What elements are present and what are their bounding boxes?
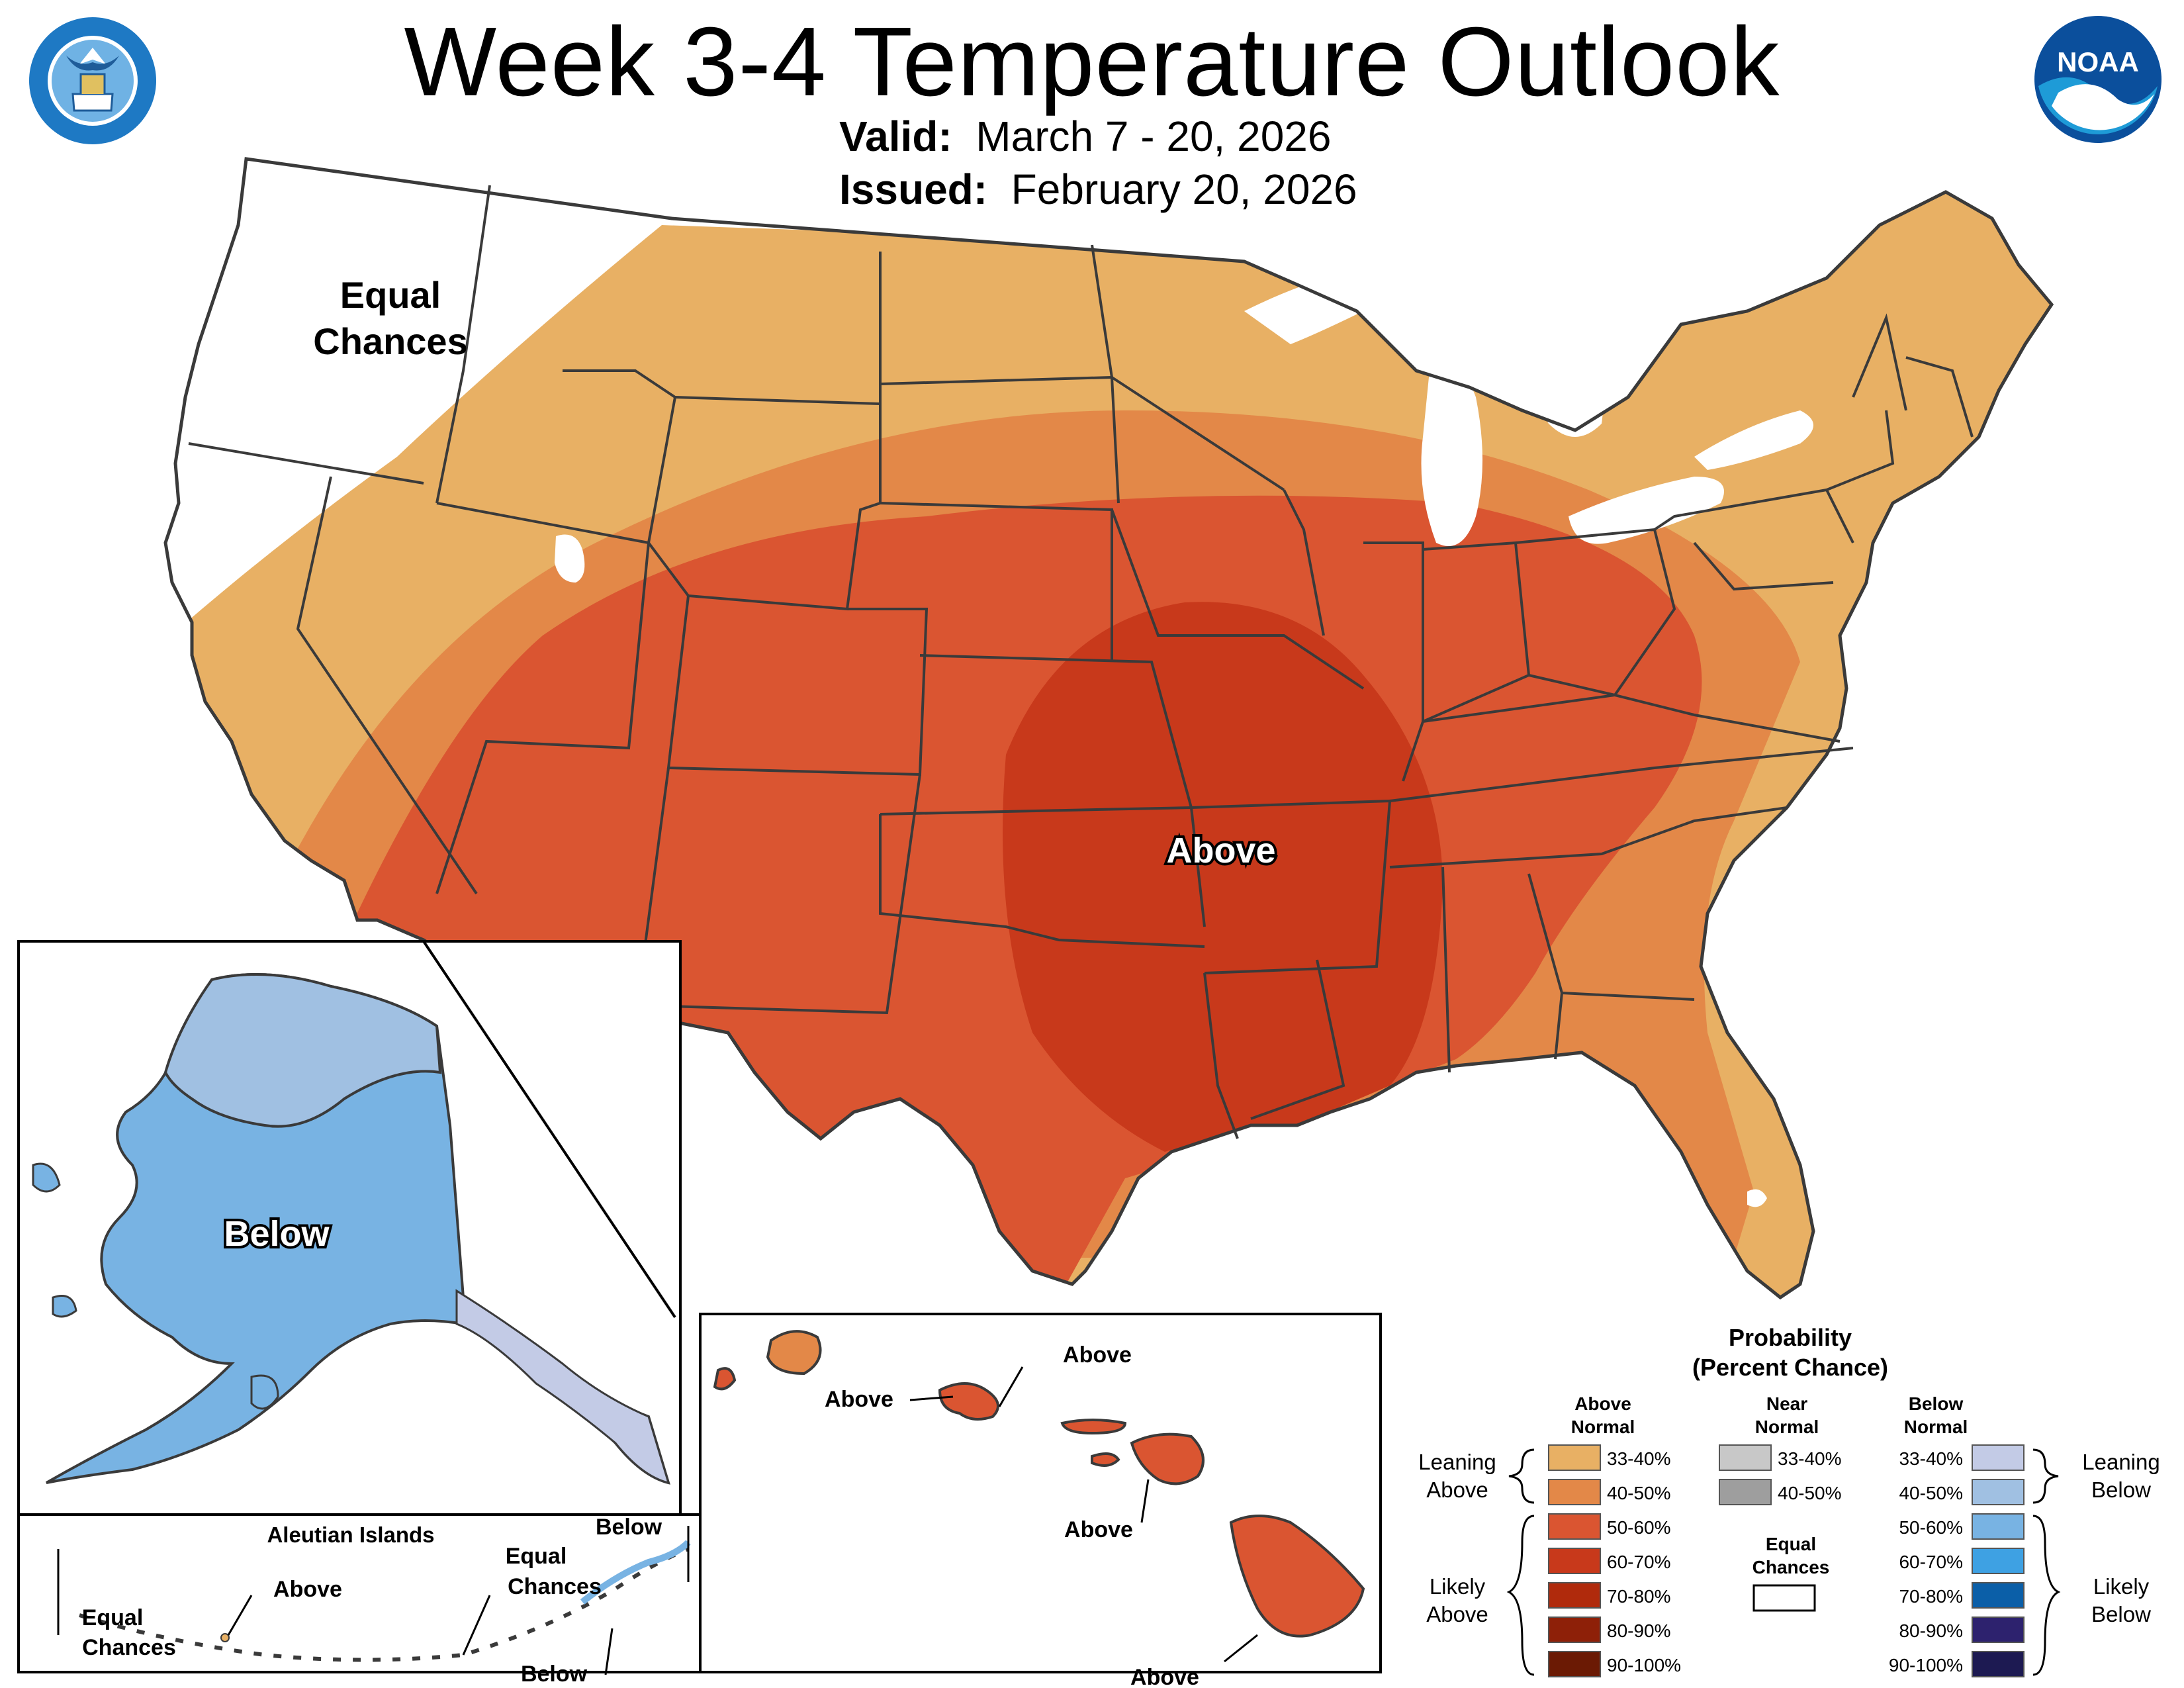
legend-leaning-above-line1: Leaning xyxy=(1418,1450,1496,1474)
legend-likely-above-line2: Above xyxy=(1426,1602,1488,1626)
legend-near-header-line1: Near xyxy=(1766,1393,1807,1414)
aleutian-equal-right-line1: Equal xyxy=(506,1544,567,1569)
noaa-logo-icon: NOAA xyxy=(2034,16,2161,143)
probability-legend: Probability (Percent Chance) Above Norma… xyxy=(1418,1324,2160,1677)
legend-above-range-label: 40-50% xyxy=(1607,1483,1671,1503)
legend-equal-swatch xyxy=(1752,1584,1816,1612)
legend-below-header-line2: Normal xyxy=(1904,1417,1968,1437)
valid-date: Valid: March 7 - 20, 2026 xyxy=(839,113,1331,160)
legend-below-swatch xyxy=(1972,1548,2025,1574)
legend-leaning-below-line2: Below xyxy=(2091,1477,2151,1502)
legend-below-swatch xyxy=(1972,1513,2025,1540)
aleutian-title: Aleutian Islands xyxy=(267,1523,434,1547)
legend-near-swatch xyxy=(1719,1479,1772,1505)
legend-likely-below-line2: Below xyxy=(2091,1602,2151,1626)
legend-below-range-label: 90-100% xyxy=(1889,1655,1963,1675)
aleutian-above-label: Above xyxy=(273,1577,342,1602)
aleutian-inset: Aleutian Islands Equal Chances Above Equ… xyxy=(17,1513,702,1687)
legend-near-swatch xyxy=(1719,1444,1772,1471)
legend-above-swatch xyxy=(1548,1444,1601,1471)
legend-equal-line2: Chances xyxy=(1752,1557,1830,1577)
legend-near-header-line2: Normal xyxy=(1755,1417,1819,1437)
legend-above-swatch xyxy=(1548,1617,1601,1643)
legend-below-range-label: 40-50% xyxy=(1899,1483,1963,1503)
alaska-inset: Below xyxy=(17,940,682,1516)
aleutian-equal-left-line1: Equal xyxy=(82,1605,144,1630)
alaska-below-label: Below xyxy=(224,1214,330,1254)
valid-value: March 7 - 20, 2026 xyxy=(976,113,1332,160)
legend-below-swatch xyxy=(1972,1582,2025,1609)
legend-near-bins: 33-40% 40-50% xyxy=(1719,1444,1842,1505)
legend-above-bins: 33-40% 40-50% 50-60% 60-70% 70-80% 80-90% 90-1… xyxy=(1548,1444,1681,1677)
legend-leaning-above-line2: Above xyxy=(1426,1477,1488,1502)
aleutian-below-bottom-label: Below xyxy=(521,1662,588,1687)
conus-outline xyxy=(163,157,2054,1300)
aleutian-equal-right-line2: Chances xyxy=(508,1574,602,1599)
issued-date: Issued: February 20, 2026 xyxy=(839,165,1357,213)
legend-title-line1: Probability xyxy=(1729,1324,1852,1351)
hawaii-above-label-2: Above xyxy=(1063,1342,1132,1368)
legend-above-header-line2: Normal xyxy=(1571,1417,1635,1437)
legend-leaning-below-line1: Leaning xyxy=(2082,1450,2160,1474)
page-title: Week 3-4 Temperature Outlook xyxy=(404,7,1780,117)
hawaii-above-label-3: Above xyxy=(1064,1517,1133,1542)
legend-below-header-line1: Below xyxy=(1909,1393,1964,1414)
hawaii-above-label-1: Above xyxy=(825,1387,893,1412)
issued-value: February 20, 2026 xyxy=(1011,165,1357,213)
legend-above-range-label: 60-70% xyxy=(1607,1552,1671,1572)
conus-equal-label-line2: Chances xyxy=(313,320,467,362)
legend-likely-above-line1: Likely xyxy=(1430,1574,1486,1599)
legend-equal-line1: Equal xyxy=(1766,1534,1816,1554)
legend-below-swatch xyxy=(1972,1479,2025,1505)
legend-above-swatch xyxy=(1548,1548,1601,1574)
aleutian-equal-left-line2: Chances xyxy=(82,1635,176,1660)
hawaii-above-label-4: Above xyxy=(1130,1665,1199,1688)
legend-above-header-line1: Above xyxy=(1574,1393,1631,1414)
aleutian-inset-frame xyxy=(17,1513,702,1673)
issued-label: Issued: xyxy=(839,165,988,213)
legend-below-swatch xyxy=(1972,1444,2025,1471)
legend-near-range-label: 40-50% xyxy=(1778,1483,1842,1503)
legend-above-range-label: 80-90% xyxy=(1607,1620,1671,1641)
legend-near-range-label: 33-40% xyxy=(1778,1448,1842,1469)
legend-above-range-label: 90-100% xyxy=(1607,1655,1681,1675)
valid-label: Valid: xyxy=(839,113,952,160)
legend-above-range-label: 33-40% xyxy=(1607,1448,1671,1469)
legend-below-range-label: 60-70% xyxy=(1899,1552,1963,1572)
state-boundaries xyxy=(188,185,1974,1139)
legend-below-swatch xyxy=(1972,1651,2025,1677)
legend-above-range-label: 50-60% xyxy=(1607,1517,1671,1538)
legend-above-range-label: 70-80% xyxy=(1607,1586,1671,1607)
legend-above-swatch xyxy=(1548,1479,1601,1505)
legend-likely-below-line1: Likely xyxy=(2093,1574,2150,1599)
legend-below-range-label: 33-40% xyxy=(1899,1448,1963,1469)
legend-above-swatch xyxy=(1548,1651,1601,1677)
legend-below-range-label: 50-60% xyxy=(1899,1517,1963,1538)
department-of-commerce-seal-icon xyxy=(29,17,156,144)
legend-below-range-label: 80-90% xyxy=(1899,1620,1963,1641)
noaa-logo-text: NOAA xyxy=(2057,46,2139,77)
legend-below-bins: 33-40% 40-50% 50-60% 60-70% 70-80% 80-90% 90-1… xyxy=(1889,1444,2025,1677)
legend-above-swatch xyxy=(1548,1582,1601,1609)
aleutian-below-top-label: Below xyxy=(596,1515,662,1540)
legend-above-swatch xyxy=(1548,1513,1601,1540)
legend-below-swatch xyxy=(1972,1617,2025,1643)
conus-above-label: Above xyxy=(1166,831,1275,870)
conus-equal-label-line1: Equal xyxy=(340,274,441,316)
legend-title-line2: (Percent Chance) xyxy=(1692,1354,1888,1381)
hawaii-inset: Above Above Above Above xyxy=(699,1313,1382,1688)
legend-below-range-label: 70-80% xyxy=(1899,1586,1963,1607)
